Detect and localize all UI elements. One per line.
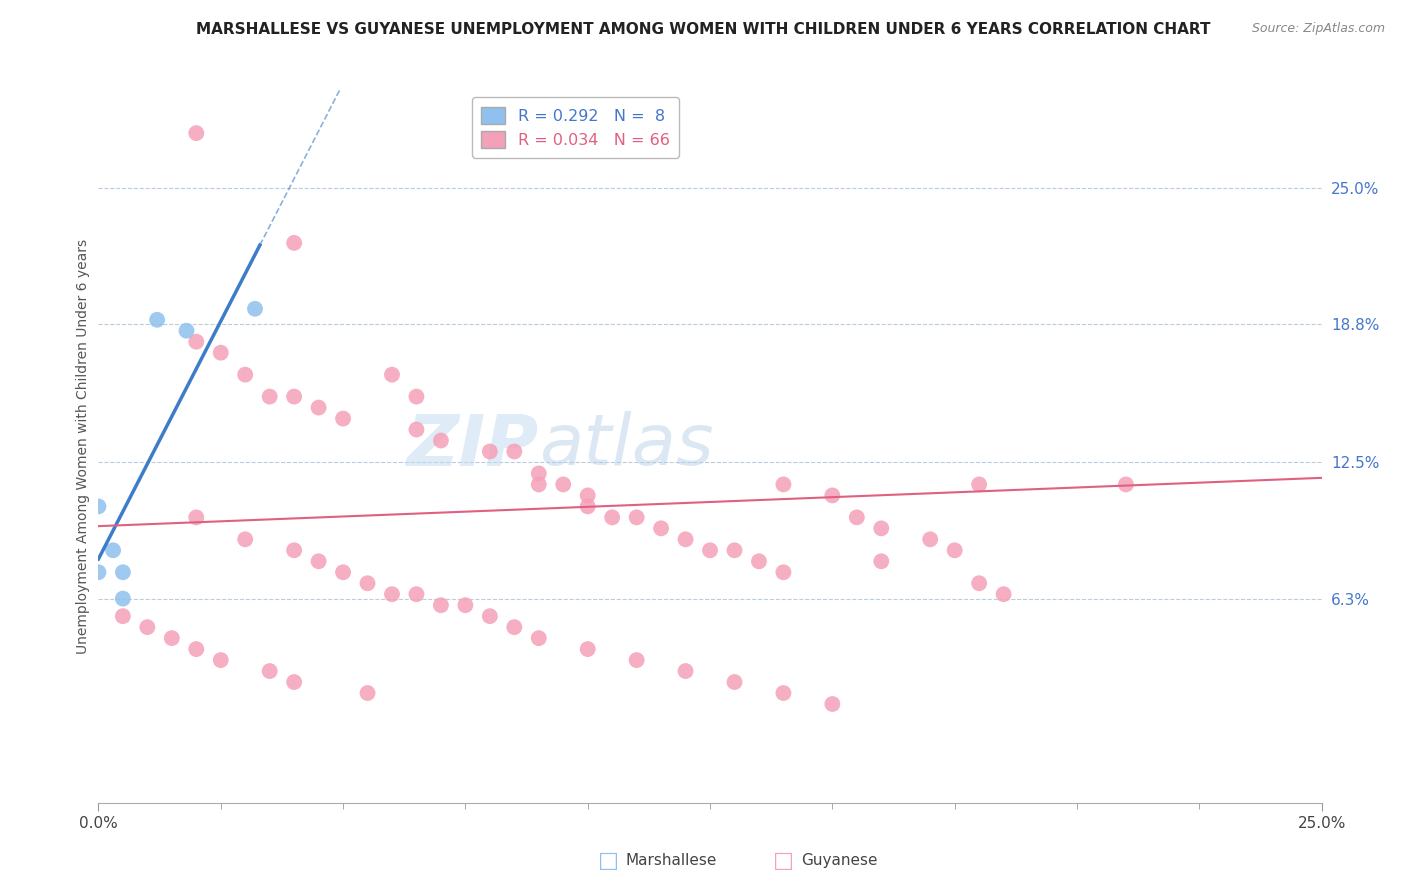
Point	[870, 554, 893, 568]
Point	[650, 521, 672, 535]
Point	[527, 467, 550, 481]
Point	[356, 576, 378, 591]
Legend: R = 0.292   N =  8, R = 0.034   N = 66: R = 0.292 N = 8, R = 0.034 N = 66	[471, 97, 679, 158]
Point	[626, 510, 648, 524]
Point	[943, 543, 966, 558]
Point	[503, 444, 526, 458]
Point	[111, 591, 134, 606]
Point	[405, 587, 427, 601]
Point	[967, 576, 990, 591]
Point	[478, 609, 501, 624]
Point	[821, 697, 844, 711]
Point	[772, 566, 794, 580]
Text: □: □	[598, 851, 619, 871]
Point	[405, 390, 427, 404]
Point	[87, 500, 110, 514]
Point	[283, 235, 305, 250]
Point	[699, 543, 721, 558]
Point	[186, 334, 208, 349]
Point	[381, 587, 404, 601]
Point	[920, 533, 942, 547]
Point	[283, 390, 305, 404]
Point	[675, 664, 697, 678]
Point	[576, 642, 599, 657]
Point	[772, 477, 794, 491]
Point	[176, 324, 198, 338]
Point	[308, 554, 330, 568]
Point	[356, 686, 378, 700]
Point	[527, 631, 550, 645]
Text: MARSHALLESE VS GUYANESE UNEMPLOYMENT AMONG WOMEN WITH CHILDREN UNDER 6 YEARS COR: MARSHALLESE VS GUYANESE UNEMPLOYMENT AMO…	[195, 22, 1211, 37]
Point	[821, 488, 844, 502]
Point	[1115, 477, 1137, 491]
Point	[259, 390, 281, 404]
Point	[186, 642, 208, 657]
Point	[111, 566, 134, 580]
Point	[259, 664, 281, 678]
Point	[748, 554, 770, 568]
Point	[243, 301, 266, 316]
Point	[675, 533, 697, 547]
Point	[160, 631, 183, 645]
Point	[136, 620, 159, 634]
Point	[870, 521, 893, 535]
Point	[723, 675, 745, 690]
Text: Guyanese: Guyanese	[801, 854, 877, 868]
Point	[332, 566, 354, 580]
Point	[723, 543, 745, 558]
Point	[967, 477, 990, 491]
Point	[233, 533, 256, 547]
Point	[772, 686, 794, 700]
Point	[381, 368, 404, 382]
Text: □: □	[773, 851, 794, 871]
Point	[576, 488, 599, 502]
Point	[233, 368, 256, 382]
Point	[101, 543, 124, 558]
Text: Marshallese: Marshallese	[626, 854, 717, 868]
Point	[209, 653, 232, 667]
Point	[405, 423, 427, 437]
Point	[576, 500, 599, 514]
Point	[308, 401, 330, 415]
Text: atlas: atlas	[538, 411, 713, 481]
Point	[503, 620, 526, 634]
Point	[600, 510, 623, 524]
Point	[146, 312, 169, 326]
Point	[209, 345, 232, 359]
Point	[553, 477, 575, 491]
Point	[186, 510, 208, 524]
Point	[430, 598, 453, 612]
Point	[332, 411, 354, 425]
Point	[283, 543, 305, 558]
Point	[430, 434, 453, 448]
Point	[186, 126, 208, 140]
Text: ZIP: ZIP	[406, 411, 538, 481]
Point	[845, 510, 868, 524]
Point	[626, 653, 648, 667]
Point	[993, 587, 1015, 601]
Point	[283, 675, 305, 690]
Y-axis label: Unemployment Among Women with Children Under 6 years: Unemployment Among Women with Children U…	[76, 238, 90, 654]
Point	[478, 444, 501, 458]
Point	[111, 609, 134, 624]
Point	[527, 477, 550, 491]
Text: Source: ZipAtlas.com: Source: ZipAtlas.com	[1251, 22, 1385, 36]
Point	[454, 598, 477, 612]
Point	[87, 566, 110, 580]
